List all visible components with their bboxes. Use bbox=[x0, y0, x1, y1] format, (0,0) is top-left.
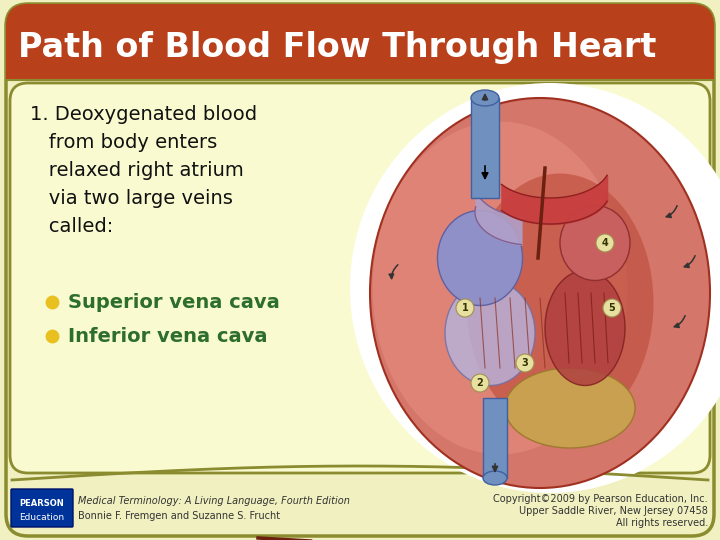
Ellipse shape bbox=[370, 98, 710, 488]
Text: Copyright©2009 by Pearson Education, Inc.: Copyright©2009 by Pearson Education, Inc… bbox=[493, 494, 708, 504]
FancyBboxPatch shape bbox=[10, 83, 710, 473]
Ellipse shape bbox=[350, 83, 720, 493]
Circle shape bbox=[596, 234, 614, 252]
Circle shape bbox=[456, 299, 474, 317]
Text: Superior vena cava: Superior vena cava bbox=[68, 293, 280, 312]
Text: Medical Terminology: A Living Language, Fourth Edition: Medical Terminology: A Living Language, … bbox=[78, 496, 350, 506]
Ellipse shape bbox=[445, 280, 535, 386]
Ellipse shape bbox=[438, 211, 523, 306]
Bar bbox=[6, 50, 714, 79]
Bar bbox=[483, 398, 507, 478]
Text: Upper Saddle River, New Jersey 07458: Upper Saddle River, New Jersey 07458 bbox=[519, 506, 708, 516]
Text: Inferior vena cava: Inferior vena cava bbox=[68, 327, 268, 346]
Text: All rights reserved.: All rights reserved. bbox=[616, 518, 708, 528]
Circle shape bbox=[471, 374, 489, 392]
Text: 1. Deoxygenated blood
   from body enters
   relaxed right atrium
   via two lar: 1. Deoxygenated blood from body enters r… bbox=[30, 105, 257, 236]
Ellipse shape bbox=[467, 173, 654, 433]
Ellipse shape bbox=[505, 368, 635, 448]
Circle shape bbox=[516, 354, 534, 372]
Ellipse shape bbox=[560, 206, 630, 280]
Text: Path of Blood Flow Through Heart: Path of Blood Flow Through Heart bbox=[18, 30, 657, 64]
Text: 1: 1 bbox=[462, 303, 469, 313]
Text: PEARSON: PEARSON bbox=[19, 500, 64, 509]
Ellipse shape bbox=[483, 471, 507, 485]
Text: Bonnie F. Fremgen and Suzanne S. Frucht: Bonnie F. Fremgen and Suzanne S. Frucht bbox=[78, 511, 280, 521]
Ellipse shape bbox=[545, 271, 625, 386]
Bar bbox=[471, 98, 499, 198]
Text: 2: 2 bbox=[477, 378, 483, 388]
Ellipse shape bbox=[372, 122, 628, 455]
FancyBboxPatch shape bbox=[11, 489, 73, 527]
FancyBboxPatch shape bbox=[6, 4, 714, 79]
Text: 5: 5 bbox=[608, 303, 616, 313]
Text: Education: Education bbox=[19, 514, 65, 523]
Ellipse shape bbox=[471, 90, 499, 106]
Text: 3: 3 bbox=[521, 358, 528, 368]
Circle shape bbox=[603, 299, 621, 317]
FancyBboxPatch shape bbox=[6, 4, 714, 536]
Text: 4: 4 bbox=[602, 238, 608, 248]
